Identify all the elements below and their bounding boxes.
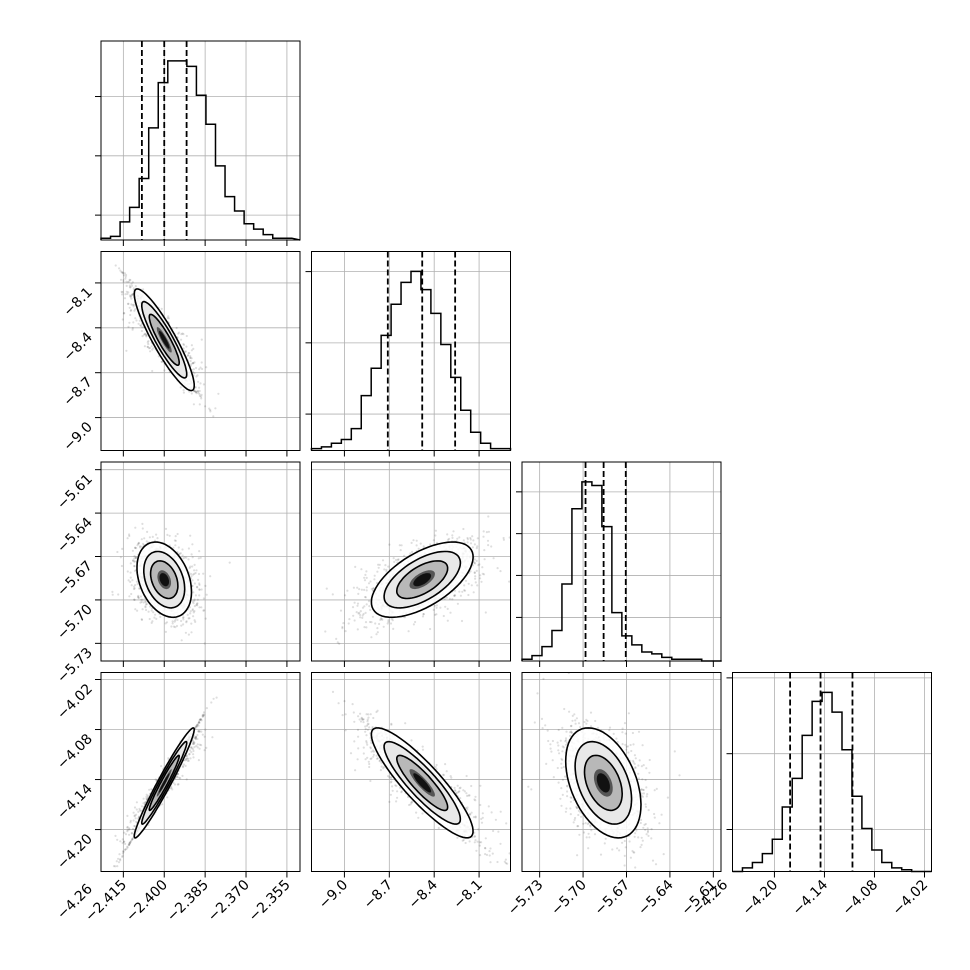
xlabel-col2-0: −5.73 [505,877,547,919]
scatter-1-0-frame [100,251,301,451]
contour-3-0-line-1 [148,754,180,812]
xlabel-col0-1: −2.400 [123,877,171,925]
scatter-panel-3-1 [311,672,511,878]
ylabel-row2-1: −5.70 [54,601,96,643]
xlabel-col3-1: −4.20 [740,877,782,919]
hist-panel-1 [305,251,512,457]
xlabel-col3-2: −4.14 [790,877,832,919]
contour-2-1-core [413,573,432,587]
scatter-3-0-frame [100,672,301,872]
hist-0-bars [100,60,301,241]
hist-1-frame [311,251,511,451]
hist-panel-3 [726,672,932,878]
ylabel-row3-1: −4.20 [54,831,96,873]
hist-1-bars [310,270,512,451]
contour-2-0-line-1 [149,560,179,600]
contour-3-0-line-3 [133,727,196,839]
xlabel-col3-4: −4.02 [890,877,932,919]
contour-2-1-line-2 [383,550,462,609]
xlabel-col2-3: −5.64 [635,877,677,919]
xlabel-col2-1: −5.70 [548,877,590,919]
scatter-3-0-content [101,672,300,872]
xlabel-col0-3: −2.370 [205,877,253,925]
contour-1-0-core [159,330,170,349]
contour-2-1-line-1 [396,560,449,600]
ylabel-row1-0: −9.0 [60,419,95,454]
contour-2-0-line-2 [143,550,186,609]
contour-3-2-line-1 [583,754,624,812]
xlabel-col0-0: −2.415 [82,877,130,925]
hist-0-frame [100,40,301,241]
scatter-2-1-content [311,462,511,661]
ylabel-row2-3: −5.64 [54,515,96,557]
xlabel-col1-0: −9.0 [316,877,351,912]
scatter-3-1-frame [311,672,511,872]
scatter-2-1-frame [311,461,511,662]
contour-3-2-line-3 [564,727,642,839]
hist-panel-0 [95,40,301,246]
hist-2-bars [521,481,722,662]
hist-panel-2 [516,461,722,667]
scatter-panel-2-1 [311,461,511,667]
ylabel-row3-3: −4.08 [54,731,96,773]
xlabel-col1-2: −8.4 [406,877,441,912]
hist-3-frame [732,672,932,872]
contour-3-1-line-1 [396,754,449,812]
contour-2-0-line-3 [136,541,193,619]
contour-1-0-line-3 [133,288,195,392]
contour-3-1-line-2 [383,740,462,825]
contour-1-0-line-1 [148,313,180,366]
contour-2-0-core [159,573,169,587]
contour-1-0-line-2 [141,300,188,379]
scatter-panel-1-0 [95,251,301,457]
ylabel-row1-1: −8.7 [60,374,95,409]
scatter-3-1-content [311,672,511,872]
scatter-panel-3-0 [95,672,301,878]
contour-3-1-core [413,773,432,793]
xlabel-col2-2: −5.67 [592,877,634,919]
scatter-1-0-content [101,251,300,451]
scatter-3-2-frame [521,672,722,872]
ylabel-row1-2: −8.4 [60,329,95,364]
xlabel-col0-2: −2.385 [164,877,212,925]
xlabel-col3-3: −4.08 [840,877,882,919]
scatter-2-0-content [101,462,300,661]
ylabel-row3-2: −4.14 [54,781,96,823]
contour-3-0-line-2 [141,740,188,825]
contour-3-0-core [159,773,170,793]
scatter-3-2-content [522,672,721,872]
hist-2-frame [521,461,722,662]
xlabel-col1-3: −8.1 [451,877,486,912]
scatter-2-0-frame [100,461,301,662]
contour-3-1-line-3 [370,727,474,839]
ylabel-row2-2: −5.67 [54,558,96,600]
scatter-panel-2-0 [95,461,301,667]
scatter-panel-3-2 [521,672,722,878]
ylabel-row1-3: −8.1 [60,284,95,319]
contour-3-2-core [596,773,610,793]
hist-3-bars [732,691,932,873]
contour-2-1-line-3 [370,541,474,619]
ylabel-row2-4: −5.61 [54,471,96,513]
ylabel-row2-0: −5.73 [54,645,96,687]
xlabel-col0-4: −2.355 [246,877,294,925]
xlabel-col1-1: −8.7 [361,877,396,912]
contour-3-2-line-2 [574,740,633,825]
ylabel-row3-4: −4.02 [54,681,96,723]
